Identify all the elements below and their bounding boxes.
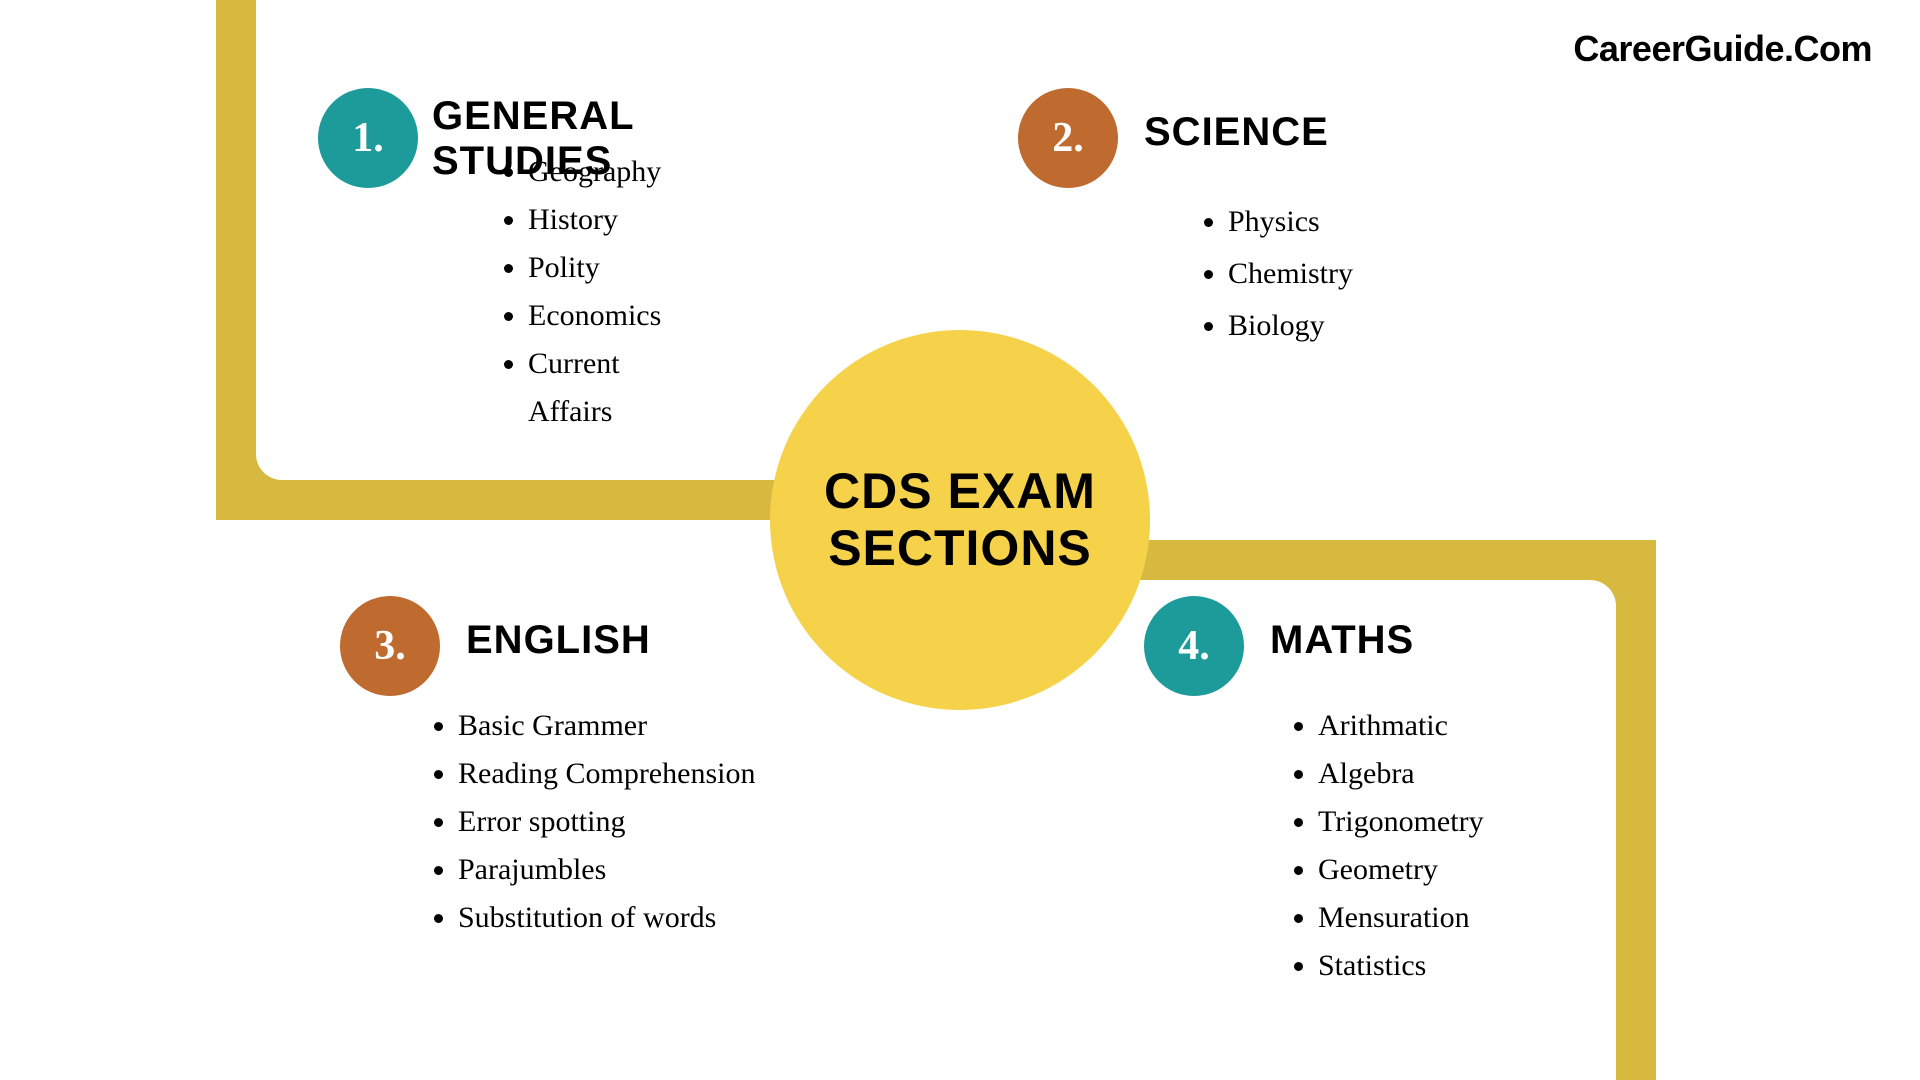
section-number-badge: 1. — [318, 88, 418, 188]
brand-label: CareerGuide.Com — [1573, 28, 1872, 70]
infographic-canvas: CareerGuide.Com CDS EXAM SECTIONS 1.GENE… — [0, 0, 1920, 1080]
center-title-line1: CDS EXAM — [824, 463, 1096, 519]
section-title: MATHS — [1270, 618, 1414, 663]
center-title-line2: SECTIONS — [828, 520, 1092, 576]
list-item: Parajumbles — [458, 846, 770, 894]
list-item: Geography — [528, 148, 661, 196]
list-item: Geometry — [1318, 846, 1484, 894]
list-item: Trigonometry — [1318, 798, 1484, 846]
list-item: Reading Comprehension — [458, 750, 770, 798]
list-item: Basic Grammer — [458, 702, 770, 750]
section-list: GeographyHistoryPolityEconomicsCurrent A… — [500, 148, 661, 436]
list-item: Chemistry — [1228, 248, 1353, 300]
list-item: Current Affairs — [528, 340, 661, 436]
list-item: Mensuration — [1318, 894, 1484, 942]
center-title-text: CDS EXAM SECTIONS — [824, 463, 1096, 578]
section-list: ArithmaticAlgebraTrigonometryGeometryMen… — [1290, 702, 1484, 990]
list-item: Error spotting — [458, 798, 770, 846]
section-number-badge: 2. — [1018, 88, 1118, 188]
section-list: PhysicsChemistryBiology — [1200, 196, 1353, 352]
list-item: Biology — [1228, 300, 1353, 352]
list-item: History — [528, 196, 661, 244]
section-title: ENGLISH — [466, 618, 651, 663]
list-item: Polity — [528, 244, 661, 292]
list-item: Arithmatic — [1318, 702, 1484, 750]
section-list: Basic GrammerReading ComprehensionError … — [430, 702, 770, 942]
section-title: SCIENCE — [1144, 110, 1329, 155]
list-item: Substitution of words — [458, 894, 770, 942]
list-item: Statistics — [1318, 942, 1484, 990]
center-title-circle: CDS EXAM SECTIONS — [770, 330, 1150, 710]
list-item: Economics — [528, 292, 661, 340]
list-item: Physics — [1228, 196, 1353, 248]
section-number-badge: 4. — [1144, 596, 1244, 696]
section-number-badge: 3. — [340, 596, 440, 696]
list-item: Algebra — [1318, 750, 1484, 798]
